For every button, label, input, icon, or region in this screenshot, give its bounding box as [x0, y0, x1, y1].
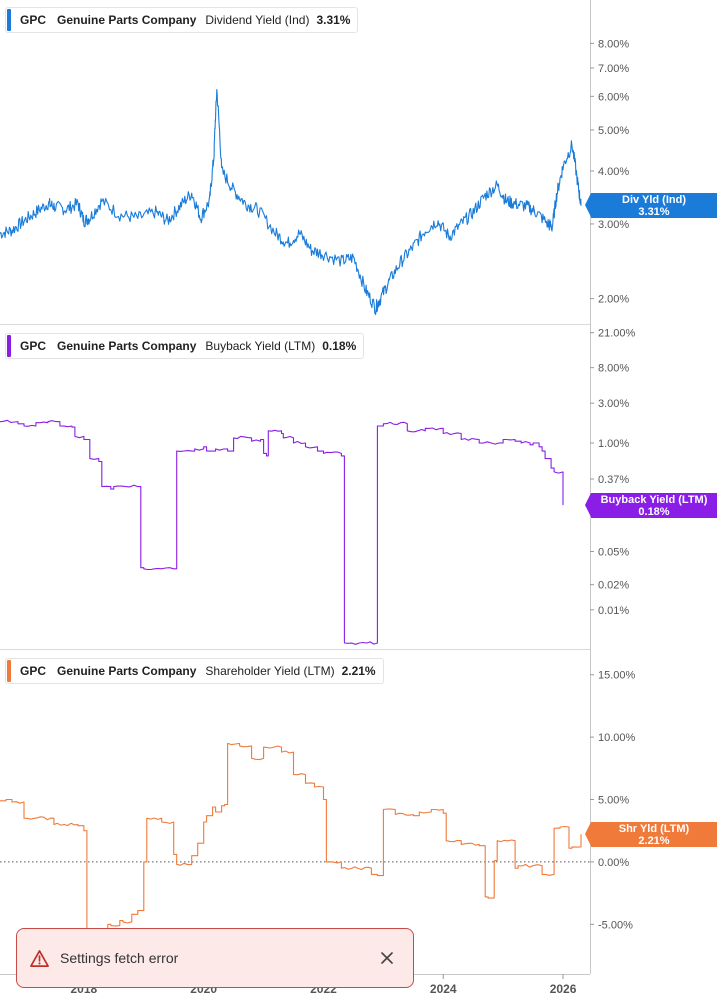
- current-value-tag-dividend: Div Yld (Ind) 3.31%: [585, 193, 717, 219]
- legend-metric: Buyback Yield (LTM): [205, 339, 316, 353]
- tag-value: 3.31%: [638, 206, 670, 219]
- y-tick-label: 2.00%: [598, 294, 629, 306]
- y-tick-label: 8.00%: [598, 38, 629, 50]
- legend-metric: Shareholder Yield (LTM): [205, 664, 335, 678]
- tag-value: 0.18%: [638, 505, 670, 518]
- legend-ticker: GPC: [20, 13, 47, 27]
- y-tick-label: 3.00%: [598, 219, 629, 231]
- series-color-swatch: [7, 335, 11, 357]
- legend-value: 0.18%: [322, 339, 357, 353]
- legend-company: Genuine Parts Company: [57, 664, 197, 678]
- y-tick-label: 4.00%: [598, 166, 629, 178]
- series-line-buyback: [0, 419, 564, 645]
- legend-ticker: GPC: [20, 339, 47, 353]
- legend-company: Genuine Parts Company: [57, 13, 197, 27]
- x-tick-label: 2024: [430, 982, 457, 996]
- legend-buyback-yield[interactable]: GPC Genuine Parts Company Buyback Yield …: [5, 333, 365, 359]
- tag-title: Buyback Yield (LTM): [600, 493, 708, 506]
- series-line-shareholder: [0, 742, 582, 939]
- warning-triangle-icon: [30, 949, 49, 967]
- y-tick-label: 0.01%: [598, 605, 629, 617]
- tag-title: Shr Yld (LTM): [618, 822, 690, 835]
- y-tick-label: 8.00%: [598, 363, 629, 375]
- legend-value: 3.31%: [316, 13, 351, 27]
- legend-metric: Dividend Yield (Ind): [205, 13, 310, 27]
- y-tick-label: 10.00%: [598, 732, 636, 744]
- toast-message: Settings fetch error: [60, 950, 179, 966]
- close-icon[interactable]: [379, 950, 395, 966]
- y-tick-label: 15.00%: [598, 670, 636, 682]
- y-tick-label: 0.05%: [598, 547, 629, 559]
- y-tick-label: 5.00%: [598, 125, 629, 137]
- y-tick-label: 7.00%: [598, 63, 629, 75]
- x-tick-label: 2026: [550, 982, 577, 996]
- y-tick-label: 0.00%: [598, 857, 629, 869]
- legend-value: 2.21%: [341, 664, 376, 678]
- y-tick-label: 3.00%: [598, 398, 629, 410]
- legend-company: Genuine Parts Company: [57, 339, 197, 353]
- error-toast: Settings fetch error: [16, 928, 414, 988]
- y-tick-label: 0.37%: [598, 474, 629, 486]
- legend-shareholder-yield[interactable]: GPC Genuine Parts Company Shareholder Yi…: [5, 658, 384, 684]
- legend-dividend-yield[interactable]: GPC Genuine Parts Company Dividend Yield…: [5, 7, 359, 33]
- series-line-dividend: [0, 89, 582, 315]
- y-tick-label: -5.00%: [598, 919, 633, 931]
- y-tick-label: 1.00%: [598, 438, 629, 450]
- tag-title: Div Yld (Ind): [622, 194, 686, 207]
- y-tick-label: 6.00%: [598, 91, 629, 103]
- series-color-swatch: [7, 660, 11, 682]
- y-tick-label: 5.00%: [598, 795, 629, 807]
- y-tick-label: 21.00%: [598, 328, 636, 340]
- y-tick-label: 0.02%: [598, 580, 629, 592]
- series-color-swatch: [7, 9, 11, 31]
- current-value-tag-buyback: Buyback Yield (LTM) 0.18%: [585, 492, 717, 518]
- legend-ticker: GPC: [20, 664, 47, 678]
- tag-value: 2.21%: [638, 834, 670, 847]
- current-value-tag-shareholder: Shr Yld (LTM) 2.21%: [585, 821, 717, 847]
